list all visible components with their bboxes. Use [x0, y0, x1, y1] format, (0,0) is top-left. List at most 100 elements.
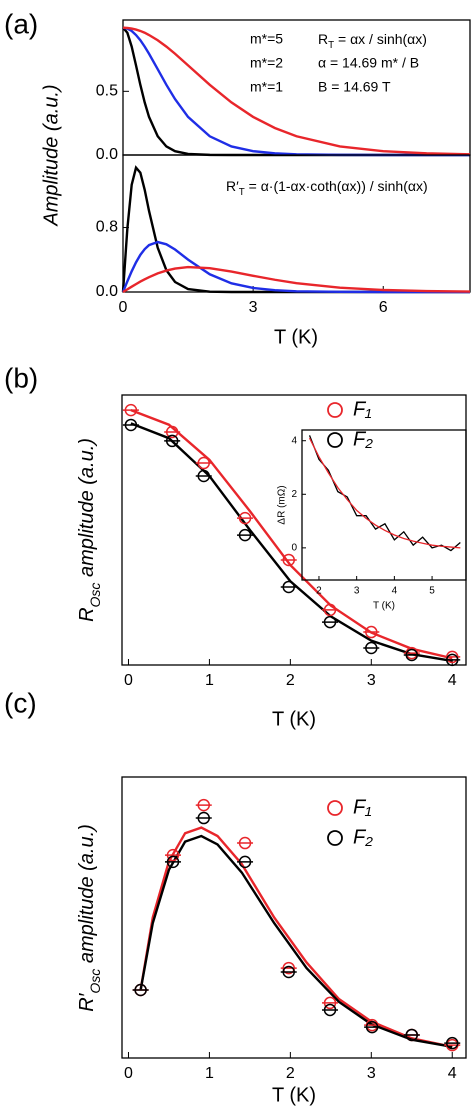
legend-label: F₂ [353, 428, 373, 450]
curve [308, 437, 461, 549]
legend-label: F₁ [353, 796, 372, 818]
point [405, 648, 419, 662]
point [445, 1036, 459, 1050]
legend-symbol [327, 830, 343, 846]
y-axis-label-part: Osc [87, 969, 103, 994]
x-tick-label: 0 [124, 1065, 133, 1082]
curve [121, 240, 470, 294]
y-tick-label: 0.0 [96, 146, 118, 163]
x-axis-label: T (K) [272, 708, 316, 730]
x-axis-label: T (K) [274, 326, 318, 348]
y-axis-label: ΔR (mΩ) [277, 485, 288, 524]
x-tick-label: 0 [124, 672, 133, 689]
x-tick-label: 2 [286, 1065, 295, 1082]
x-tick-label: 1 [205, 1065, 214, 1082]
legend-label: F₂ [353, 826, 373, 848]
legend-symbol [327, 402, 343, 418]
point [445, 653, 459, 667]
point [124, 418, 138, 432]
point [238, 836, 252, 850]
point [323, 603, 337, 617]
point [238, 528, 252, 542]
curve [122, 265, 471, 294]
y-axis-label-part: amplitude (a.u.) [76, 824, 98, 969]
panel-label: (a) [4, 8, 38, 39]
legend-symbol [327, 432, 343, 448]
y-tick-label: 2 [291, 489, 297, 500]
y-tick-label: 0.5 [96, 83, 118, 100]
legend-label: m*=1 [250, 79, 283, 95]
curve [308, 435, 461, 552]
fit-curve [139, 834, 453, 1048]
point [166, 848, 180, 862]
point [197, 469, 211, 483]
annotation-part: = αx / sinh(αx) [334, 31, 427, 47]
point [445, 650, 459, 664]
panel-label: (c) [4, 687, 37, 718]
x-axis-label: T (K) [272, 1084, 316, 1106]
point [282, 961, 295, 975]
x-tick-label: 4 [392, 586, 398, 597]
x-tick-label: 4 [448, 672, 457, 689]
point [282, 553, 295, 567]
y-axis-label: ROsc amplitude (a.u.) [76, 438, 102, 622]
plot-frame [122, 154, 471, 293]
y-axis-label-part: amplitude (a.u.) [76, 438, 98, 583]
y-tick-label: 4 [291, 435, 297, 446]
point [165, 434, 179, 448]
annotation: RT = αx / sinh(αx) [318, 31, 427, 51]
point [134, 983, 147, 997]
x-tick-label: 1 [205, 672, 214, 689]
point [197, 811, 211, 825]
y-tick-label: 0 [291, 542, 297, 553]
y-axis-label-part: R [76, 607, 98, 621]
point [197, 798, 211, 812]
point [405, 1028, 419, 1042]
panel-label: (b) [4, 362, 38, 393]
point [282, 965, 295, 979]
y-axis-label-part: Osc [87, 583, 103, 608]
x-tick-label: 2 [286, 672, 295, 689]
legend-symbol [327, 800, 343, 816]
x-tick-label: 3 [367, 1065, 376, 1082]
y-tick-label: 0.8 [96, 219, 118, 236]
annotation-part: T [239, 187, 245, 198]
x-tick-label: 3 [367, 672, 376, 689]
point [365, 1020, 379, 1034]
x-tick-label: 4 [448, 1065, 457, 1082]
legend-label: m*=2 [250, 55, 283, 71]
legend-label: F₁ [353, 398, 372, 420]
y-tick-label: 0.0 [96, 283, 118, 300]
curve [122, 26, 471, 156]
fit-curve [139, 826, 453, 1048]
annotation-part: = α·(1-αx·coth(αx)) / sinh(αx) [245, 178, 428, 194]
point [323, 996, 337, 1010]
annotation: B = 14.69 T [318, 79, 391, 95]
plot-frame [121, 776, 467, 1059]
x-tick-label: 5 [429, 586, 435, 597]
x-tick-label: 6 [379, 299, 388, 316]
point [323, 615, 337, 629]
point [238, 511, 252, 525]
point [166, 855, 180, 869]
annotation-part: R [318, 31, 328, 47]
legend-label: m*=5 [250, 31, 283, 47]
annotation: R′T = α·(1-αx·coth(αx)) / sinh(αx) [226, 178, 428, 198]
point [365, 625, 378, 639]
annotation-part: R′ [226, 178, 239, 194]
y-axis-label: Amplitude (a.u.) [40, 84, 62, 226]
x-tick-label: 0 [119, 299, 128, 316]
point [197, 456, 211, 470]
point [238, 855, 252, 869]
annotation: α = 14.69 m* / B [318, 55, 419, 71]
plot-frame [301, 429, 467, 581]
point [323, 1003, 337, 1017]
point [282, 580, 295, 594]
x-tick-label: 3 [249, 299, 258, 316]
x-axis-label: T (K) [373, 601, 395, 612]
y-axis-label-part: R′ [76, 992, 98, 1011]
y-axis-label: R′Osc amplitude (a.u.) [76, 824, 102, 1012]
point [165, 425, 179, 439]
point [365, 641, 378, 655]
